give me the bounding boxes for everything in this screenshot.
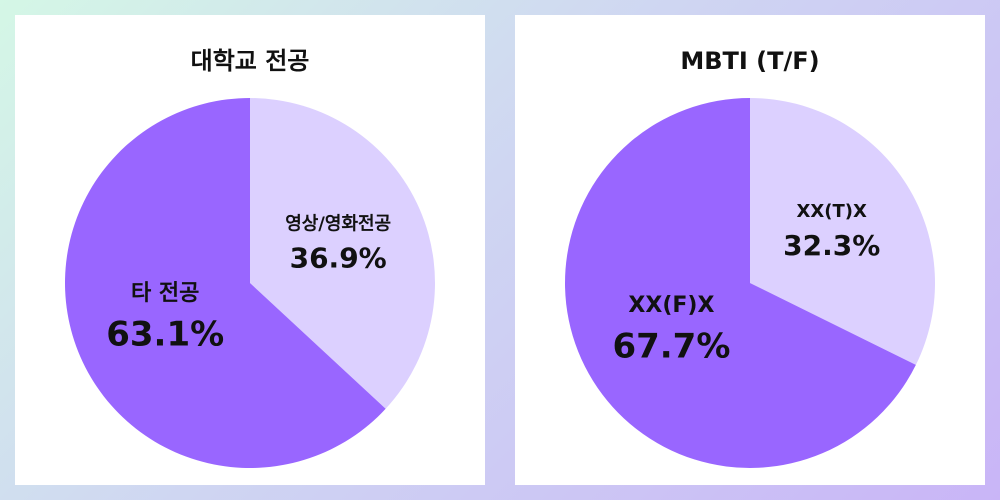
slice-value: 67.7%	[612, 326, 730, 366]
pie-slice	[250, 98, 436, 409]
slice-value: 36.9%	[290, 242, 387, 275]
slice-value: 32.3%	[783, 229, 880, 262]
slice-label: 영상/영화전공	[285, 214, 391, 235]
slice-value: 63.1%	[106, 315, 224, 355]
pie-slice	[750, 98, 935, 365]
slice-label: XX(T)X	[797, 201, 867, 222]
chart-title: 대학교 전공	[191, 47, 310, 75]
chart-title: MBTI (T/F)	[680, 47, 819, 75]
slice-label: XX(F)X	[628, 293, 714, 318]
slice-label: 타 전공	[131, 281, 199, 306]
pie-slice	[564, 98, 916, 468]
pie-slice	[65, 98, 386, 468]
